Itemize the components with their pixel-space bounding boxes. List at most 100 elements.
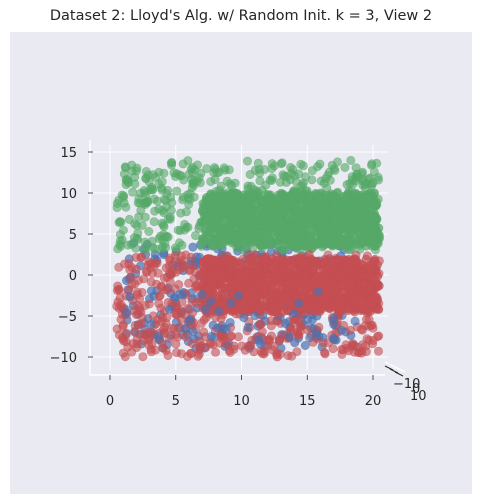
data-point-red [334, 255, 344, 265]
data-point-green [298, 240, 308, 250]
data-point-green [282, 226, 292, 236]
data-point-red [225, 257, 235, 267]
data-point-red [293, 279, 303, 289]
data-point-red [229, 278, 239, 288]
data-point-green [252, 215, 262, 225]
data-point-red [241, 269, 251, 279]
data-point-red [112, 301, 122, 311]
data-point-blue [329, 313, 339, 323]
data-point-red [370, 254, 380, 264]
data-point-green [303, 195, 313, 205]
data-point-red [309, 298, 319, 308]
data-point-red [261, 255, 271, 265]
data-point-blue [280, 318, 290, 328]
data-point-green [147, 236, 157, 246]
data-point-green [290, 188, 300, 198]
data-point-green [282, 198, 292, 208]
data-point-green [355, 213, 365, 223]
data-point-red [287, 351, 297, 361]
data-point-green [286, 163, 296, 173]
data-point-red [158, 325, 168, 335]
data-point-red [324, 263, 334, 273]
data-point-green [232, 229, 242, 239]
data-point-green [312, 162, 322, 172]
data-point-red [330, 287, 340, 297]
y-axis-line [384, 361, 406, 373]
data-point-red [336, 270, 346, 280]
data-point-red [146, 259, 156, 269]
data-point-green [216, 239, 226, 249]
data-point-red [211, 269, 221, 279]
data-point-green [329, 197, 339, 207]
data-point-green [161, 243, 171, 253]
data-point-green [183, 156, 193, 166]
data-point-red [188, 261, 198, 271]
data-point-blue [153, 331, 163, 341]
data-point-blue [125, 292, 135, 302]
data-point-green [339, 204, 349, 214]
data-point-red [342, 343, 352, 353]
data-point-green [337, 196, 347, 206]
data-point-red [269, 301, 279, 311]
data-point-green [246, 181, 256, 191]
data-point-red [158, 343, 168, 353]
data-point-green [347, 175, 357, 185]
data-point-green [214, 167, 224, 177]
data-point-red [347, 274, 357, 284]
z-tick-label: 15 [60, 146, 77, 161]
data-point-green [255, 228, 265, 238]
data-point-green [141, 167, 151, 177]
data-point-red [264, 336, 274, 346]
data-point-red [270, 269, 280, 279]
data-point-red [272, 350, 282, 360]
data-point-red [295, 316, 305, 326]
data-point-green [130, 219, 140, 229]
data-point-blue [254, 335, 264, 345]
data-point-blue [212, 323, 222, 333]
x-tick-label: 20 [365, 394, 382, 409]
data-point-green [245, 192, 255, 202]
data-point-red [162, 285, 172, 295]
data-point-green [115, 230, 125, 240]
data-point-green [358, 202, 368, 212]
data-point-red [207, 258, 217, 268]
data-point-green [358, 190, 368, 200]
data-point-red [174, 280, 184, 290]
data-point-red [362, 334, 372, 344]
data-point-blue [239, 313, 249, 323]
z-tick-label: −5 [58, 310, 77, 325]
y-tick-label: 10 [410, 389, 427, 404]
data-point-green [318, 216, 328, 226]
data-point-green [123, 240, 133, 250]
data-point-red [144, 340, 154, 350]
data-point-green [267, 175, 277, 185]
data-point-blue [206, 331, 216, 341]
data-point-red [349, 347, 359, 357]
data-point-green [133, 228, 143, 238]
data-point-green [195, 178, 205, 188]
data-point-blue [197, 289, 207, 299]
data-point-red [254, 262, 264, 272]
data-point-blue [178, 290, 188, 300]
data-point-green [327, 209, 337, 219]
chart-title: Dataset 2: Lloyd's Alg. w/ Random Init. … [49, 8, 433, 24]
data-point-green [298, 161, 308, 171]
data-point-blue [336, 325, 346, 335]
data-point-red [187, 338, 197, 348]
x-tick-label: 5 [172, 394, 180, 409]
data-point-blue [181, 323, 191, 333]
data-point-green [128, 187, 138, 197]
data-point-green [368, 225, 378, 235]
data-point-blue [147, 319, 157, 329]
data-point-green [231, 219, 241, 229]
data-point-red [295, 326, 305, 336]
data-point-green [158, 220, 168, 230]
data-point-green [359, 229, 369, 239]
data-point-red [180, 261, 190, 271]
data-point-green [207, 224, 217, 234]
data-point-green [245, 214, 255, 224]
data-point-red [132, 290, 142, 300]
data-point-red [237, 259, 247, 269]
data-point-green [282, 171, 292, 181]
data-point-green [374, 231, 384, 241]
